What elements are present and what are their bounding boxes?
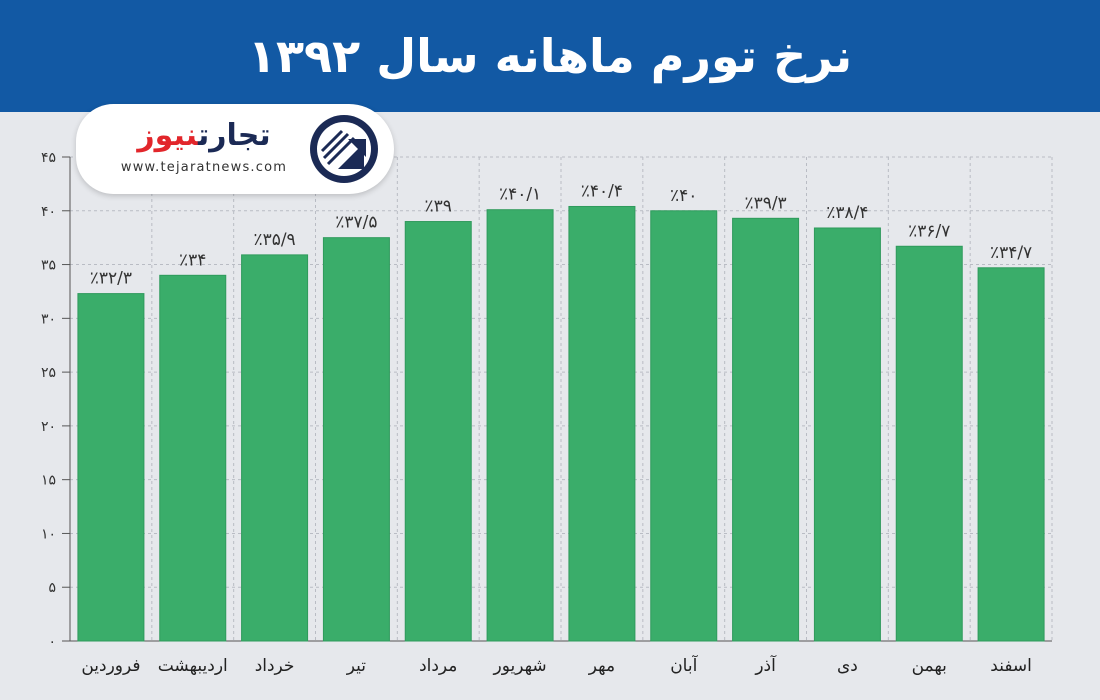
x-axis-labels: فروردین اردیبهشت خرداد تیر مرداد شهریور مهر آبا… <box>81 654 1032 676</box>
bar-12 <box>977 267 1045 642</box>
bar-7 <box>568 205 636 642</box>
data-label-8: ٪۴۰ <box>670 186 697 206</box>
x-category-label-10: دی <box>837 656 858 676</box>
y-tick-label: ۴٠ <box>41 204 56 220</box>
x-category-label-7: مهر <box>588 656 615 676</box>
logo-text: تجارتنیوز www.tejaratnews.com <box>94 118 314 175</box>
x-category-label-4: تیر <box>346 656 367 676</box>
y-tick-label: ١٠ <box>41 526 56 542</box>
logo-card: تجارتنیوز www.tejaratnews.com <box>76 104 394 194</box>
logo-wordmark: تجارتنیوز <box>94 118 314 154</box>
bar-11 <box>895 245 963 642</box>
bar-9 <box>732 217 800 642</box>
bar-3 <box>241 254 309 642</box>
y-tick-label: ١۵ <box>41 473 56 489</box>
logo-arrow-icon <box>310 115 378 183</box>
data-label-1: ٪۳۲/۳ <box>90 269 132 289</box>
bar-8 <box>650 210 718 642</box>
y-tick-label: ٠ <box>48 634 56 650</box>
y-tick-label: ۵ <box>48 580 56 596</box>
bar-6 <box>486 209 554 642</box>
x-category-label-12: اسفند <box>990 656 1032 676</box>
x-category-label-1: فروردین <box>81 656 140 676</box>
x-category-label-2: اردیبهشت <box>158 656 228 676</box>
data-label-6: ٪۴۰/۱ <box>499 185 541 205</box>
logo-wordmark-dark: تجارت <box>197 118 271 153</box>
x-category-label-11: بهمن <box>912 656 947 676</box>
chart-title: نرخ تورم ماهانه سال ۱۳۹۲ <box>247 29 853 83</box>
x-category-label-5: مرداد <box>419 656 457 676</box>
data-label-3: ٪۳۵/۹ <box>253 230 295 250</box>
data-label-4: ٪۳۷/۵ <box>335 213 377 233</box>
data-label-7: ٪۴۰/۴ <box>581 181 623 201</box>
data-label-2: ٪۳۴ <box>179 250 206 270</box>
y-tick-label: ٢۵ <box>41 365 56 381</box>
x-category-label-3: خرداد <box>255 656 295 676</box>
x-category-label-6: شهریور <box>492 656 546 676</box>
y-tick-label: ٣۵ <box>41 258 56 274</box>
y-tick-label: ۴۵ <box>41 150 56 166</box>
grid-lines <box>70 156 1053 642</box>
x-category-label-8: آبان <box>670 654 698 676</box>
y-tick-label: ٣٠ <box>41 311 56 327</box>
data-labels: ٪۳۲/۳ ٪۳۴ ٪۳۵/۹ ٪۳۷/۵ ٪۳۹ ٪۴۰/۱ ٪۴۰/۴ ٪۴۰ ٪۳۹/۳ ٪… <box>90 181 1032 288</box>
bars <box>77 205 1045 642</box>
data-label-9: ٪۳۹/۳ <box>744 193 786 213</box>
logo-wordmark-red: نیوز <box>137 118 198 153</box>
bar-4 <box>322 237 390 642</box>
y-tick-label: ٢٠ <box>41 419 56 435</box>
y-axis: ٠ ۵ ١٠ ١۵ ٢٠ ٢۵ ٣٠ ٣۵ ۴٠ ۴۵ <box>41 150 1052 650</box>
data-label-5: ٪۳۹ <box>425 197 452 217</box>
logo-url: www.tejaratnews.com <box>120 160 288 175</box>
data-label-11: ٪۳۶/۷ <box>908 221 950 241</box>
bar-5 <box>404 221 472 642</box>
x-category-label-9: آذر <box>754 654 777 676</box>
header-banner: نرخ تورم ماهانه سال ۱۳۹۲ <box>0 0 1100 112</box>
bar-2 <box>159 274 227 642</box>
data-label-10: ٪۳۸/۴ <box>826 203 868 223</box>
bar-1 <box>77 293 145 642</box>
data-label-12: ٪۳۴/۷ <box>990 243 1032 263</box>
bar-10 <box>813 227 881 642</box>
